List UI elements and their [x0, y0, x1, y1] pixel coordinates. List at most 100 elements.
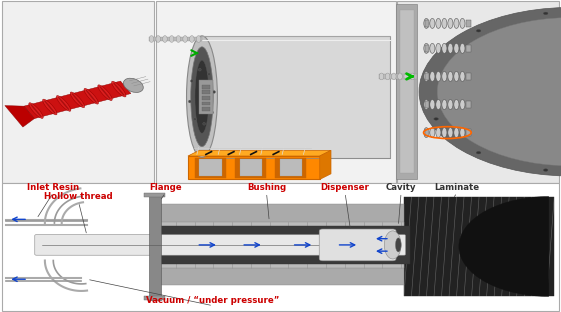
FancyBboxPatch shape [154, 264, 404, 285]
Ellipse shape [436, 100, 441, 110]
FancyBboxPatch shape [404, 197, 554, 296]
FancyBboxPatch shape [280, 159, 302, 176]
Ellipse shape [112, 81, 126, 97]
Ellipse shape [434, 118, 438, 120]
Ellipse shape [58, 97, 69, 110]
FancyBboxPatch shape [195, 158, 226, 178]
FancyBboxPatch shape [396, 4, 417, 179]
Ellipse shape [454, 18, 459, 28]
FancyBboxPatch shape [199, 80, 213, 114]
Text: Inlet Resin: Inlet Resin [27, 183, 79, 192]
Ellipse shape [448, 100, 453, 110]
Ellipse shape [544, 12, 548, 15]
Ellipse shape [190, 80, 193, 82]
Ellipse shape [436, 128, 441, 138]
Ellipse shape [436, 18, 441, 28]
FancyBboxPatch shape [202, 36, 390, 158]
FancyBboxPatch shape [199, 159, 222, 176]
Ellipse shape [31, 104, 42, 117]
Wedge shape [437, 18, 561, 166]
Ellipse shape [385, 73, 390, 80]
FancyBboxPatch shape [202, 96, 210, 100]
Ellipse shape [448, 71, 453, 81]
Ellipse shape [384, 231, 401, 259]
FancyBboxPatch shape [400, 10, 414, 173]
Text: Bushing: Bushing [247, 183, 286, 192]
Ellipse shape [186, 36, 218, 158]
FancyBboxPatch shape [35, 235, 406, 255]
Ellipse shape [196, 36, 201, 42]
Ellipse shape [163, 36, 167, 42]
FancyBboxPatch shape [466, 73, 471, 80]
FancyBboxPatch shape [466, 129, 471, 136]
Ellipse shape [460, 128, 465, 138]
FancyBboxPatch shape [425, 45, 429, 52]
Ellipse shape [430, 128, 435, 138]
FancyBboxPatch shape [466, 45, 471, 52]
Ellipse shape [448, 43, 453, 53]
Ellipse shape [436, 43, 441, 53]
Ellipse shape [84, 88, 98, 104]
Ellipse shape [460, 43, 465, 53]
Ellipse shape [442, 100, 447, 110]
FancyBboxPatch shape [188, 156, 320, 179]
Ellipse shape [460, 18, 465, 28]
Ellipse shape [208, 73, 210, 76]
Ellipse shape [98, 85, 112, 100]
Ellipse shape [190, 36, 194, 42]
Ellipse shape [100, 86, 111, 99]
FancyBboxPatch shape [275, 158, 306, 178]
Ellipse shape [123, 78, 143, 92]
Ellipse shape [149, 36, 154, 42]
Ellipse shape [448, 18, 453, 28]
Ellipse shape [379, 73, 384, 80]
Ellipse shape [430, 43, 435, 53]
Ellipse shape [544, 169, 548, 171]
Wedge shape [459, 197, 549, 296]
FancyBboxPatch shape [202, 102, 210, 105]
Ellipse shape [410, 73, 415, 80]
Ellipse shape [396, 238, 401, 252]
Ellipse shape [44, 101, 55, 113]
Text: Laminate: Laminate [435, 183, 480, 192]
Ellipse shape [454, 71, 459, 81]
Ellipse shape [436, 71, 441, 81]
Ellipse shape [194, 118, 196, 121]
FancyBboxPatch shape [319, 229, 396, 261]
FancyBboxPatch shape [425, 101, 429, 108]
Ellipse shape [183, 36, 187, 42]
Ellipse shape [430, 18, 435, 28]
FancyBboxPatch shape [156, 1, 396, 183]
FancyBboxPatch shape [379, 74, 417, 79]
Polygon shape [5, 105, 34, 127]
Ellipse shape [392, 73, 396, 80]
Ellipse shape [176, 36, 181, 42]
Ellipse shape [199, 68, 201, 71]
Ellipse shape [169, 36, 174, 42]
Ellipse shape [442, 18, 447, 28]
FancyBboxPatch shape [144, 193, 165, 197]
Ellipse shape [430, 100, 435, 110]
Ellipse shape [113, 83, 124, 95]
Ellipse shape [72, 94, 82, 106]
Ellipse shape [188, 100, 191, 103]
Ellipse shape [476, 30, 481, 32]
Ellipse shape [191, 47, 213, 147]
Ellipse shape [442, 128, 447, 138]
Ellipse shape [195, 60, 209, 133]
Ellipse shape [424, 18, 429, 28]
FancyBboxPatch shape [144, 296, 165, 300]
FancyBboxPatch shape [202, 90, 210, 94]
FancyBboxPatch shape [149, 193, 161, 300]
Ellipse shape [476, 151, 481, 154]
Polygon shape [24, 81, 131, 119]
FancyBboxPatch shape [397, 1, 559, 183]
Ellipse shape [70, 92, 85, 108]
FancyBboxPatch shape [202, 85, 210, 89]
FancyBboxPatch shape [466, 101, 471, 108]
Ellipse shape [454, 43, 459, 53]
Ellipse shape [86, 90, 96, 102]
Ellipse shape [448, 128, 453, 138]
Ellipse shape [29, 103, 43, 118]
Ellipse shape [430, 71, 435, 81]
